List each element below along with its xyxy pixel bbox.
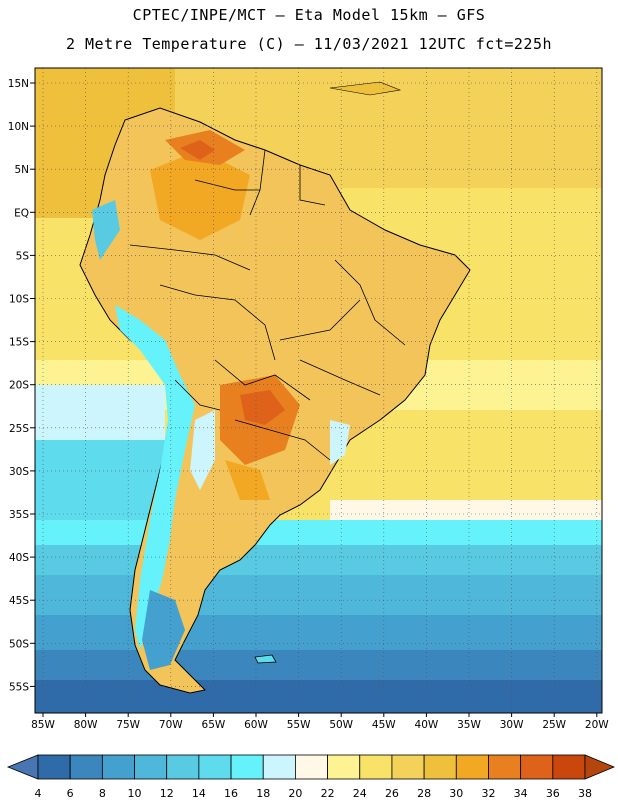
chart-title-line1: CPTEC/INPE/MCT – Eta Model 15km – GFS — [132, 6, 486, 24]
lat-label: 25S — [9, 423, 29, 435]
color-bar-swatch — [37, 754, 71, 780]
color-bar-swatch — [552, 754, 586, 780]
color-bar-max-arrow — [584, 754, 616, 780]
color-bar-swatch — [327, 754, 361, 780]
color-bar-swatch — [69, 754, 103, 780]
color-bar-label: 6 — [67, 787, 74, 800]
temperature-field — [35, 68, 602, 713]
lon-label: 55W — [287, 719, 311, 731]
lat-label: 45S — [9, 595, 29, 607]
map-frame — [34, 67, 603, 714]
lat-label: 10N — [8, 121, 29, 133]
lat-label: 35S — [9, 509, 29, 521]
color-bar-label: 32 — [481, 787, 495, 800]
color-bar: 4 6 8 10 12 14 16 18 20 22 24 26 28 30 32 34 36 38 — [6, 754, 616, 800]
color-bar-label: 36 — [546, 787, 560, 800]
color-bar-swatch — [230, 754, 264, 780]
lon-label: 75W — [116, 719, 140, 731]
lat-label: 10S — [9, 294, 29, 306]
lat-label: EQ — [14, 207, 29, 219]
lon-label: 35W — [457, 719, 481, 731]
color-bar-label: 8 — [99, 787, 106, 800]
lon-label: 60W — [244, 719, 268, 731]
color-bar-swatch — [134, 754, 168, 780]
color-bar-label: 28 — [417, 787, 431, 800]
lon-label: 85W — [31, 719, 55, 731]
graticule — [35, 68, 602, 713]
lon-label: 25W — [542, 719, 566, 731]
color-bar-swatch — [423, 754, 457, 780]
color-bar-swatch — [262, 754, 296, 780]
color-bar-label: 34 — [514, 787, 528, 800]
color-bar-label: 18 — [256, 787, 270, 800]
color-bar-label: 22 — [321, 787, 335, 800]
color-bar-label: 12 — [160, 787, 174, 800]
color-bar-label: 16 — [224, 787, 238, 800]
color-bar-swatch — [520, 754, 554, 780]
lon-label: 30W — [500, 719, 524, 731]
color-bar-swatch — [166, 754, 200, 780]
lat-label: 5S — [16, 250, 30, 262]
lon-label: 65W — [202, 719, 226, 731]
color-bar-swatch — [391, 754, 425, 780]
lat-label: 40S — [9, 552, 29, 564]
color-bar-label: 38 — [578, 787, 592, 800]
color-bar-swatch — [101, 754, 135, 780]
lat-label: 15N — [8, 78, 29, 90]
latitude-axis: 15N 10N 5N EQ 5S 10S 15S 20S 25S 30S 35S 40S 45S 50S 5… — [8, 78, 35, 693]
color-bar-label: 24 — [353, 787, 367, 800]
lat-label: 30S — [9, 466, 29, 478]
color-bar-label: 26 — [385, 787, 399, 800]
lon-label: 80W — [74, 719, 98, 731]
color-bar-swatch — [359, 754, 393, 780]
color-bar-label: 20 — [288, 787, 302, 800]
lat-label: 5N — [14, 164, 29, 176]
color-bar-swatch — [455, 754, 489, 780]
color-bar-label: 10 — [128, 787, 142, 800]
lon-label: 45W — [372, 719, 396, 731]
color-bar-swatch — [295, 754, 328, 780]
color-bar-min-arrow — [6, 754, 39, 780]
lat-label: 20S — [9, 380, 29, 392]
lat-label: 15S — [9, 337, 29, 349]
lon-label: 70W — [159, 719, 183, 731]
color-bar-swatch — [488, 754, 522, 780]
longitude-axis: 85W 80W 75W 70W 65W 60W 55W 50W 45W 40W 35W 30W 25W 2… — [31, 713, 609, 731]
chart-title-line2: 2 Metre Temperature (C) – 11/03/2021 12U… — [65, 35, 553, 53]
lat-label: 50S — [9, 638, 29, 650]
lat-label: 55S — [9, 681, 29, 693]
lon-label: 40W — [415, 719, 439, 731]
color-bar-label: 30 — [449, 787, 463, 800]
color-bar-label: 4 — [35, 787, 42, 800]
lon-label: 50W — [329, 719, 353, 731]
color-bar-swatch — [198, 754, 232, 780]
lon-label: 20W — [585, 719, 609, 731]
color-bar-label: 14 — [192, 787, 206, 800]
